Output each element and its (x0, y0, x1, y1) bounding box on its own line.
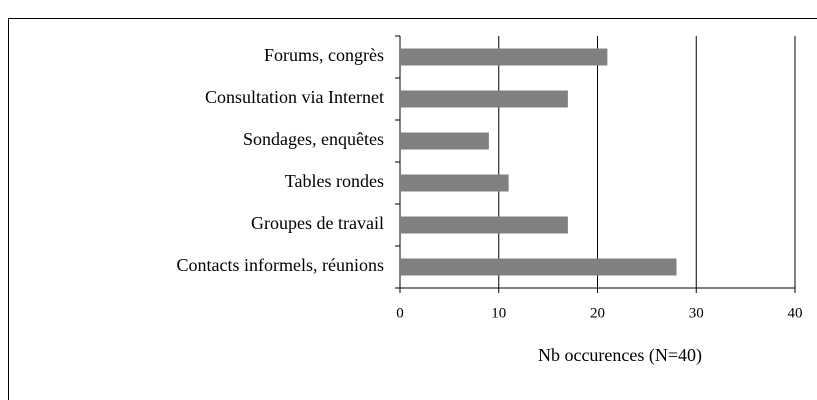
bar (400, 216, 568, 234)
bar (400, 48, 608, 66)
x-tick-label: 30 (689, 305, 704, 321)
y-tick-label: Consultation via Internet (205, 87, 384, 107)
bar (400, 174, 509, 192)
chart-frame (8, 18, 817, 400)
x-tick-label: 20 (590, 305, 605, 321)
x-tick-label: 10 (491, 305, 506, 321)
x-tick-label: 40 (788, 305, 803, 321)
bar (400, 132, 489, 150)
y-tick-label: Sondages, enquêtes (243, 129, 384, 149)
bar (400, 258, 677, 276)
y-tick-label: Forums, congrès (264, 45, 384, 65)
y-tick-label: Groupes de travail (251, 213, 384, 233)
y-tick-label: Contacts informels, réunions (177, 255, 384, 275)
bar (400, 90, 568, 108)
y-tick-label: Tables rondes (285, 171, 384, 191)
x-axis-label: Nb occurences (N=40) (538, 345, 702, 366)
x-tick-label: 0 (396, 305, 404, 321)
